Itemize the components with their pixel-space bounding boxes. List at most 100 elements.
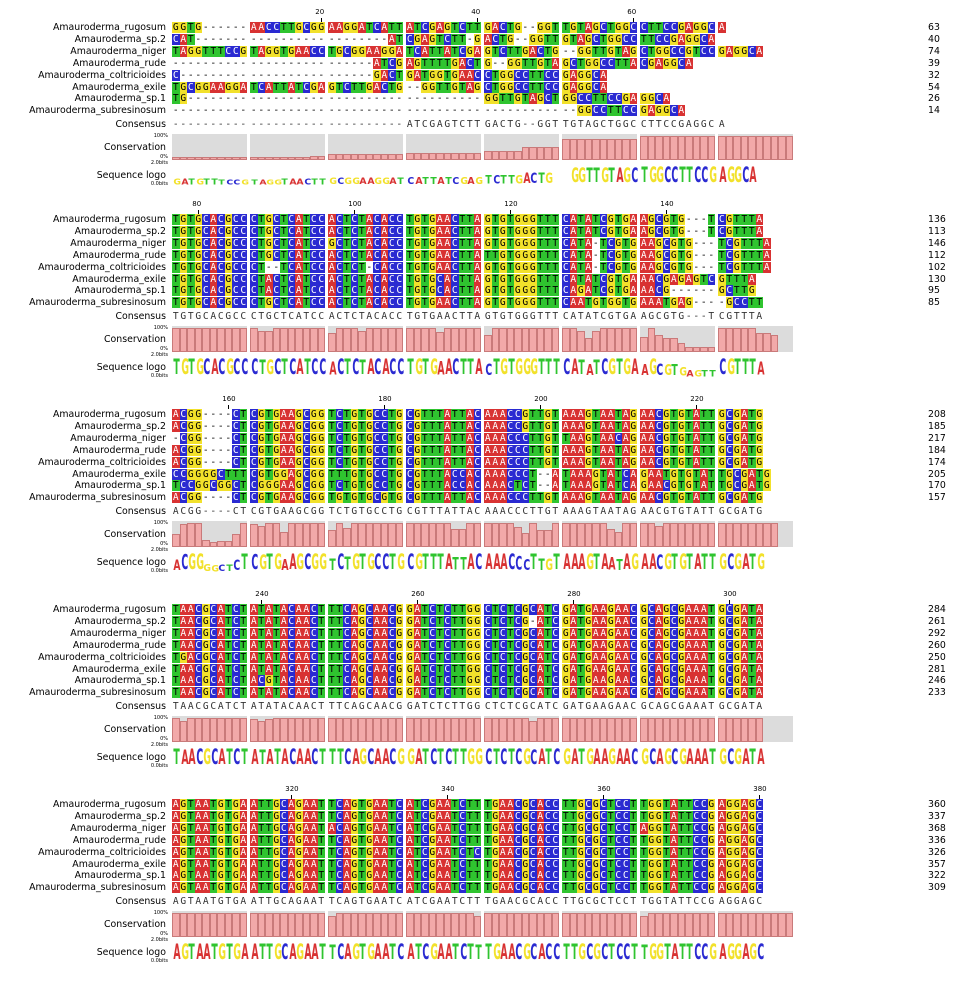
conservation-bar	[614, 138, 622, 161]
conservation-bar	[718, 913, 726, 938]
residue: C	[194, 675, 202, 687]
logo-letter: G	[679, 551, 687, 573]
residue: T	[491, 214, 499, 225]
conservation-bar	[770, 913, 778, 938]
residue: T	[544, 261, 552, 273]
conservation-bar	[358, 154, 366, 161]
consensus-residue: C	[180, 506, 188, 517]
logo-letter: A	[742, 941, 749, 963]
residue: A	[506, 858, 514, 870]
residue: A	[740, 651, 748, 663]
residue: A	[172, 799, 180, 810]
residue: -	[718, 297, 726, 308]
sequence-end-position: 261	[928, 616, 946, 627]
residue: T	[187, 237, 195, 249]
residue: G	[413, 420, 421, 432]
conservation-label: Conservation	[0, 919, 166, 930]
logo-letter: G	[467, 746, 475, 768]
residue: A	[484, 432, 492, 444]
residue: A	[491, 432, 499, 444]
residue: C	[529, 846, 537, 858]
residue: A	[466, 409, 474, 420]
residue: G	[506, 57, 514, 69]
logo-letter: T	[686, 551, 692, 573]
consensus-residue: A	[685, 701, 693, 712]
residue: T	[172, 627, 180, 639]
residue: T	[551, 273, 559, 285]
residue: -	[537, 480, 545, 491]
residue: A	[569, 615, 577, 627]
ruler-number: 240	[255, 590, 268, 598]
residue: -	[258, 93, 266, 104]
residue: A	[629, 93, 637, 105]
residue: T	[224, 846, 232, 858]
residue: T	[413, 22, 421, 33]
residue: G	[677, 651, 685, 663]
residue: C	[443, 615, 451, 627]
residue: A	[287, 834, 295, 846]
residue: T	[655, 22, 663, 33]
conservation-bar	[622, 523, 630, 548]
consensus-residue: C	[273, 311, 281, 322]
residue: G	[194, 45, 202, 57]
residue: T	[748, 249, 756, 261]
residue: -	[414, 105, 422, 116]
consensus-residue: C	[499, 701, 507, 712]
conservation-bar	[577, 718, 585, 743]
conservation-bar	[272, 718, 280, 743]
residue: A	[499, 882, 507, 894]
residue: G	[194, 214, 202, 225]
logo-letter: C	[274, 356, 281, 378]
residue: A	[466, 492, 474, 504]
residue: C	[388, 214, 396, 225]
residue: G	[179, 225, 187, 237]
residue: C	[209, 651, 217, 663]
residue: T	[614, 456, 622, 468]
residue: A	[536, 639, 544, 651]
residue: A	[350, 615, 358, 627]
residue: T	[328, 846, 336, 858]
residue: A	[443, 799, 451, 810]
logo-letter: T	[259, 941, 265, 963]
residue: G	[562, 639, 570, 651]
residue: C	[272, 297, 280, 309]
residue: T	[622, 297, 630, 309]
residue: A	[373, 604, 381, 615]
logo-letter: G	[623, 166, 631, 186]
residue: G	[733, 870, 741, 882]
residue: A	[250, 810, 258, 822]
conservation-bar	[179, 913, 187, 938]
conservation-bar	[202, 156, 210, 161]
residue: T	[670, 492, 678, 504]
consensus-residue: A	[466, 506, 474, 517]
residue: -	[280, 93, 288, 104]
residue: G	[655, 858, 663, 870]
residue: C	[388, 285, 396, 297]
residue: -	[225, 34, 233, 45]
conservation-bar	[778, 136, 786, 161]
consensus-residue: -	[358, 119, 366, 130]
residue: C	[506, 444, 514, 456]
residue: G	[562, 69, 570, 81]
residue: C	[514, 834, 522, 846]
residue: G	[647, 822, 655, 834]
logo-letter: G	[266, 358, 274, 378]
consensus-residue: T	[700, 506, 708, 517]
residue: A	[172, 822, 180, 834]
residue: T	[257, 615, 265, 627]
residue: G	[692, 273, 700, 285]
residue: T	[388, 480, 396, 492]
residue: A	[202, 858, 210, 870]
residue: C	[428, 627, 436, 639]
residue: T	[421, 432, 429, 444]
residue: G	[562, 687, 570, 699]
residue: C	[421, 810, 429, 822]
residue: G	[232, 81, 240, 93]
consensus-residue: -	[202, 506, 210, 517]
conservation-bar	[202, 913, 210, 938]
residue: -	[678, 285, 686, 296]
logo-letter: A	[719, 164, 726, 186]
consensus-residue: G	[429, 119, 437, 130]
residue: T	[577, 237, 585, 249]
